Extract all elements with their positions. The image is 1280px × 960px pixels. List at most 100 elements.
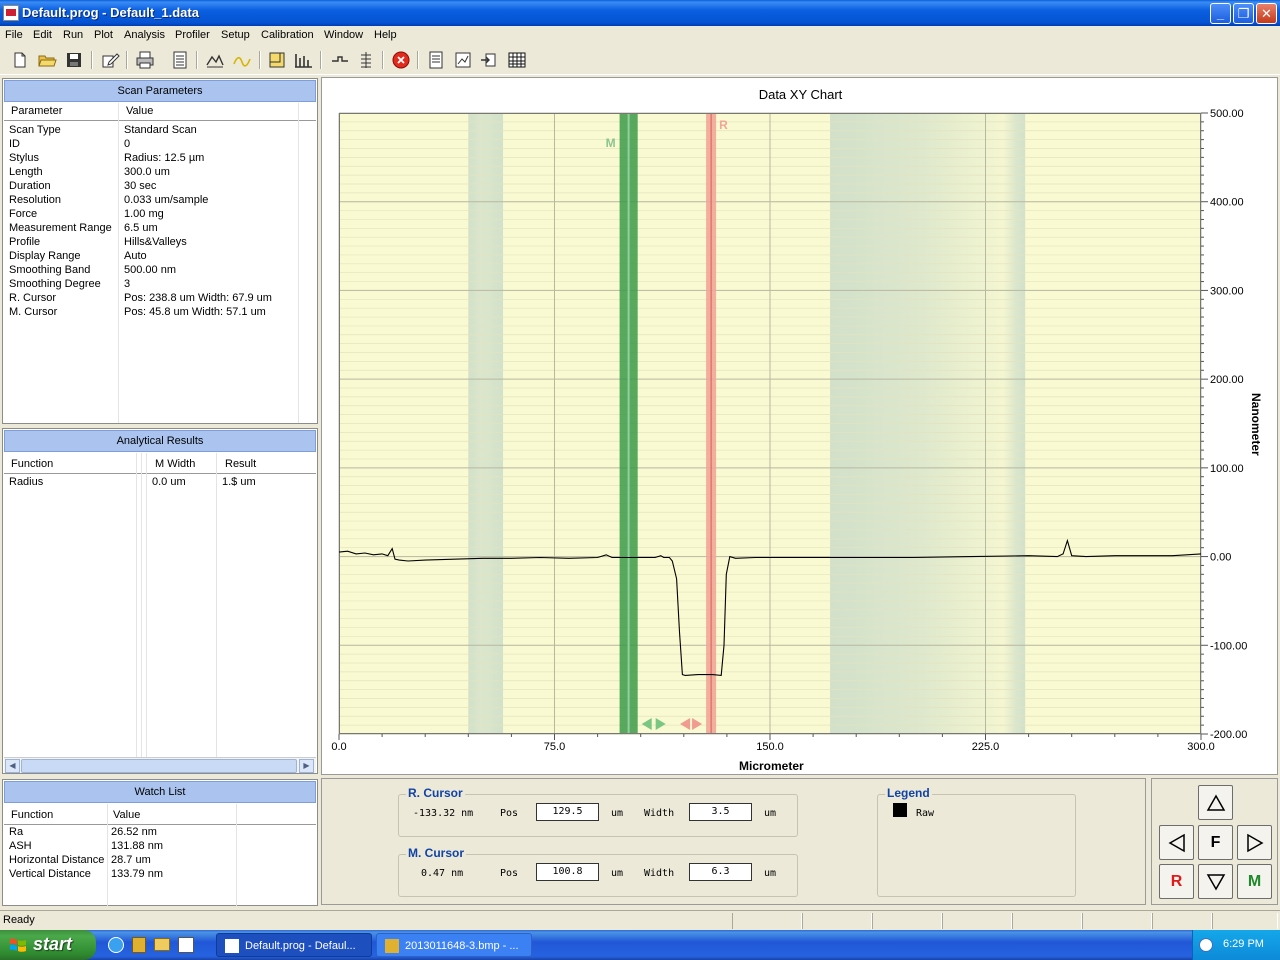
r-cursor-button[interactable]: R [1159,864,1194,899]
menu-edit[interactable]: Edit [33,29,52,41]
save-icon[interactable] [64,50,84,70]
bar-chart-icon[interactable] [293,50,313,70]
paint-icon[interactable] [132,937,146,953]
m-pos-unit: um [611,868,624,879]
menu-profiler[interactable]: Profiler [175,29,210,41]
cursor-panel: R. Cursor -133.32 nm Pos 129.5 um Width … [321,778,1146,905]
system-tray: 6:29 PM [1192,930,1280,960]
menu-window[interactable]: Window [324,29,364,41]
chart-area: Data XY Chart M R 0.0 75.0 150.0 225.0 300.0 50… [321,77,1278,775]
scroll-thumb[interactable] [21,759,297,773]
table-icon[interactable] [507,50,527,70]
menu-bar: File Edit Run Plot Analysis Profiler Set… [0,26,1280,45]
series-line-raw [338,538,1202,676]
m-pos-input[interactable]: 100.8 [536,863,599,881]
col-watch-function[interactable]: Function [11,809,54,821]
report-icon[interactable] [426,50,446,70]
col-function[interactable]: Function [11,458,54,470]
legend-entry: Raw [916,808,935,819]
x-tick-label: 0.0 [331,741,346,753]
x-tick-label: 150.0 [756,741,784,753]
col-result[interactable]: Result [225,458,257,470]
pan-left-button[interactable] [1159,825,1194,860]
stop-icon[interactable] [391,50,411,70]
title-bar: Default.prog - Default_1.data _ ❐ ✕ [0,0,1280,26]
r-cursor-title: R. Cursor [406,786,465,800]
r-width-input[interactable]: 3.5 [689,803,752,821]
open-folder-icon[interactable] [37,50,57,70]
scan-param-value: Pos: 238.8 um Width: 67.9 um [124,292,272,304]
task-bmp[interactable]: 2013011648-3.bmp - ... [376,933,532,957]
calculator-icon[interactable] [170,50,190,70]
app-icon[interactable] [3,5,19,21]
r-width-label: Width [644,808,675,819]
histogram-icon[interactable] [267,50,287,70]
watch-function: ASH [9,840,32,852]
horizontal-scrollbar[interactable]: ◀ ▶ [4,757,316,773]
restore-button[interactable]: ❐ [1233,3,1254,24]
xy-chart[interactable]: M R 0.0 75.0 150.0 225.0 300.0 500.00 400.00 300.… [331,108,1247,753]
watch-list-title: Watch List [4,781,316,803]
pan-down-button[interactable] [1198,864,1233,899]
fit-button[interactable]: F [1198,825,1233,860]
internet-explorer-icon[interactable] [108,937,124,953]
menu-analysis[interactable]: Analysis [124,29,165,41]
task-default-prog[interactable]: Default.prog - Defaul... [216,933,372,957]
media-icon[interactable] [178,937,194,953]
scan-param-value: Hills&Valleys [124,236,187,248]
stack-icon[interactable] [356,50,376,70]
r-cursor-drag-icon [680,718,703,730]
folder-icon[interactable] [154,938,170,951]
x-tick-label: 75.0 [544,741,565,753]
legend-swatch [893,803,907,817]
r-cursor-label: R [719,118,728,132]
col-value[interactable]: Value [126,105,154,117]
menu-file[interactable]: File [5,29,23,41]
pan-right-button[interactable] [1237,825,1272,860]
m-width-input[interactable]: 6.3 [689,863,752,881]
r-cursor-group: R. Cursor -133.32 nm Pos 129.5 um Width … [398,786,798,837]
scroll-right-icon[interactable]: ▶ [299,759,314,773]
leveling-icon[interactable] [205,50,225,70]
scroll-left-icon[interactable]: ◀ [5,759,20,773]
legend-group: Legend Raw [877,786,1076,897]
graph-icon[interactable] [453,50,473,70]
pan-up-button[interactable] [1198,785,1233,820]
export-icon[interactable] [479,50,499,70]
r-cursor-readout: -133.32 nm [413,808,474,819]
menu-setup[interactable]: Setup [221,29,250,41]
x-tick-label: 225.0 [972,741,1000,753]
watch-value: 131.88 nm [111,840,163,852]
scan-param-value: 300.0 um [124,166,170,178]
close-button[interactable]: ✕ [1256,3,1277,24]
task-paint-icon [385,939,399,953]
scan-param-name: Scan Type [9,124,61,136]
y-tick-label: 500.00 [1210,108,1244,120]
r-pos-label: Pos [500,808,519,819]
windows-flag-icon [10,938,26,952]
menu-help[interactable]: Help [374,29,397,41]
new-file-icon[interactable] [10,50,30,70]
tray-arrow-icon[interactable] [1199,938,1213,952]
filter-icon[interactable] [232,50,252,70]
watch-list-panel: Watch List Function Value Ra 26.52 nm ASH 1… [2,779,318,906]
m-cursor-button[interactable]: M [1237,864,1272,899]
menu-calibration[interactable]: Calibration [261,29,314,41]
scan-param-value: 0.033 um/sample [124,194,209,206]
m-cursor-readout: 0.47 nm [421,868,464,879]
y-tick-label: 0.00 [1210,552,1231,564]
r-pos-input[interactable]: 129.5 [536,803,599,821]
scan-param-name: R. Cursor [9,292,57,304]
scan-param-value: 1.00 mg [124,208,164,220]
edit-icon[interactable] [100,50,120,70]
col-parameter[interactable]: Parameter [11,105,63,117]
start-button[interactable]: start [0,930,96,960]
minimize-button[interactable]: _ [1210,3,1231,24]
m-pos-label: Pos [500,868,519,879]
menu-plot[interactable]: Plot [94,29,113,41]
menu-run[interactable]: Run [63,29,84,41]
print-icon[interactable] [135,50,155,70]
col-watch-value[interactable]: Value [113,809,141,821]
col-mwidth[interactable]: M Width [155,458,196,470]
step-icon[interactable] [330,50,350,70]
